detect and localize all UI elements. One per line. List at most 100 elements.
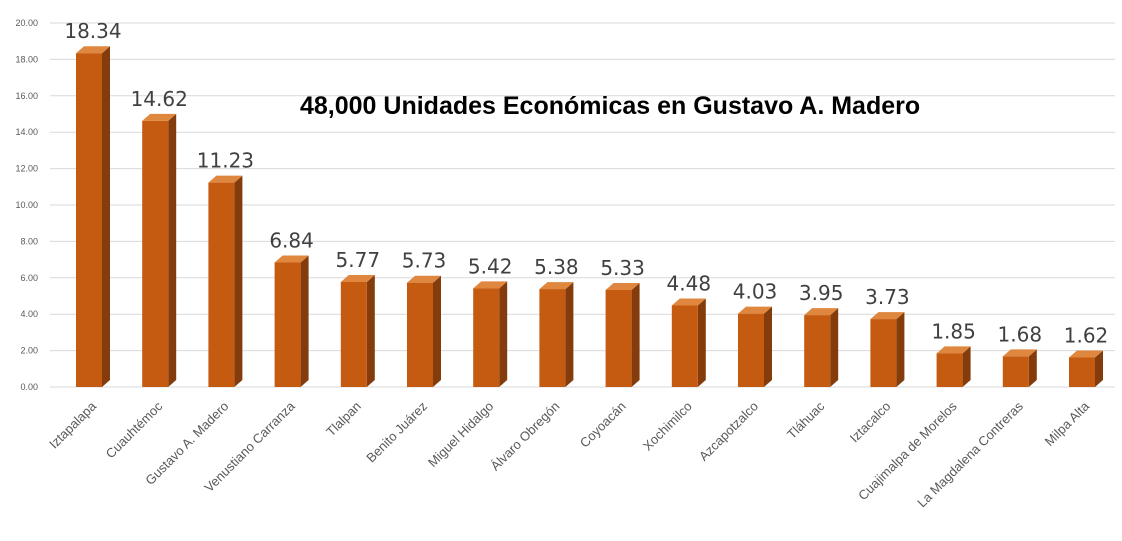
bar-top [1069,350,1103,358]
bar [605,282,640,387]
bar-side [433,275,441,387]
bar-top [804,308,839,316]
bar [804,308,839,387]
bar-front [407,282,433,387]
x-tick-label: Benito Juárez [363,399,430,466]
bar [208,175,243,387]
y-tick-label: 10.00 [15,200,38,210]
data-label: 5.33 [600,256,645,280]
y-tick-label: 4.00 [20,309,38,319]
bar-front [76,53,102,387]
bar-top [605,282,640,290]
bar-side [168,113,177,387]
bar-side [896,312,905,387]
data-label: 3.73 [865,285,910,309]
bar-side [366,274,375,387]
y-tick-label: 8.00 [20,236,38,246]
bar-front [936,353,963,387]
data-label: 5.38 [534,255,579,279]
bars [76,46,1103,387]
bar-front [671,305,698,387]
x-tick-label: La Magdalena Contreras [914,398,1026,510]
x-tick-label: Cuauhtémoc [103,398,166,461]
bar-top [1002,349,1037,357]
bar [1002,349,1037,387]
bar-top [738,306,772,314]
data-label: 1.68 [998,322,1043,346]
chart-title: 48,000 Unidades Económicas en Gustavo A.… [300,92,921,120]
data-label: 18.34 [64,19,121,43]
x-tick-label: Tlalpan [323,399,364,440]
bar-front [208,182,235,387]
x-tick-label: Xochimilco [640,399,695,454]
y-tick-label: 14.00 [15,127,38,137]
bar-top [936,346,971,354]
data-label: 5.77 [336,248,381,272]
bar [671,298,706,387]
bar-top [340,274,375,282]
bar-front [473,288,500,387]
y-tick-label: 0.00 [20,382,38,392]
y-tick-label: 18.00 [15,54,38,64]
bar-top [473,281,508,289]
bar-top [274,255,309,263]
bar-side [631,282,640,387]
bar-side [565,282,574,387]
data-label: 1.62 [1064,324,1109,348]
bar [473,281,508,387]
bar-top [208,175,243,183]
y-tick-label: 16.00 [15,91,38,101]
bar-side [300,255,309,387]
bar [539,282,574,387]
bar [274,255,309,387]
bar-side [764,306,772,387]
x-tick-label: Tláhuac [784,398,828,442]
bar-side [1028,349,1037,387]
bar-front [340,281,367,387]
bar-front [1069,357,1095,387]
bar [340,274,375,387]
bar-front [870,319,897,387]
y-axis-tick-labels: 0.00 2.00 4.00 6.00 8.00 10.00 12.00 14.00 16.00… [15,18,38,392]
bar [76,46,110,387]
bar [407,275,441,387]
bar [738,306,772,387]
data-label: 1.85 [931,319,976,343]
x-tick-label: Coyoacán [577,399,629,451]
bar [936,346,971,387]
bar [870,312,905,387]
bar-side [830,308,839,387]
bar [142,113,177,387]
y-tick-label: 12.00 [15,164,38,174]
y-tick-label: 20.00 [15,18,38,28]
data-label: 6.84 [269,229,314,253]
data-label: 3.95 [799,281,844,305]
bar-front [274,262,301,387]
x-tick-label: Iztapalapa [46,398,100,452]
x-tick-label: Álvaro Obregón [488,399,563,474]
bar-front [804,315,831,387]
bar-side [697,298,706,387]
bar-side [234,175,243,387]
bar-front [605,289,632,387]
data-label: 5.42 [468,254,513,278]
bar [1069,350,1103,387]
bar-front [1002,356,1029,387]
bar-side [102,46,110,387]
bar-front [539,289,566,387]
y-tick-label: 6.00 [20,273,38,283]
data-label: 11.23 [197,149,254,173]
bar-side [1095,350,1103,387]
bar-front [142,120,169,387]
bar-top [76,46,110,54]
data-label: 4.03 [733,280,778,304]
bar-front [738,313,764,387]
data-label: 14.62 [131,87,188,111]
data-label: 4.48 [667,271,712,295]
x-tick-label: Milpa Alta [1042,398,1093,449]
bar-top [870,312,905,320]
bar-top [671,298,706,306]
